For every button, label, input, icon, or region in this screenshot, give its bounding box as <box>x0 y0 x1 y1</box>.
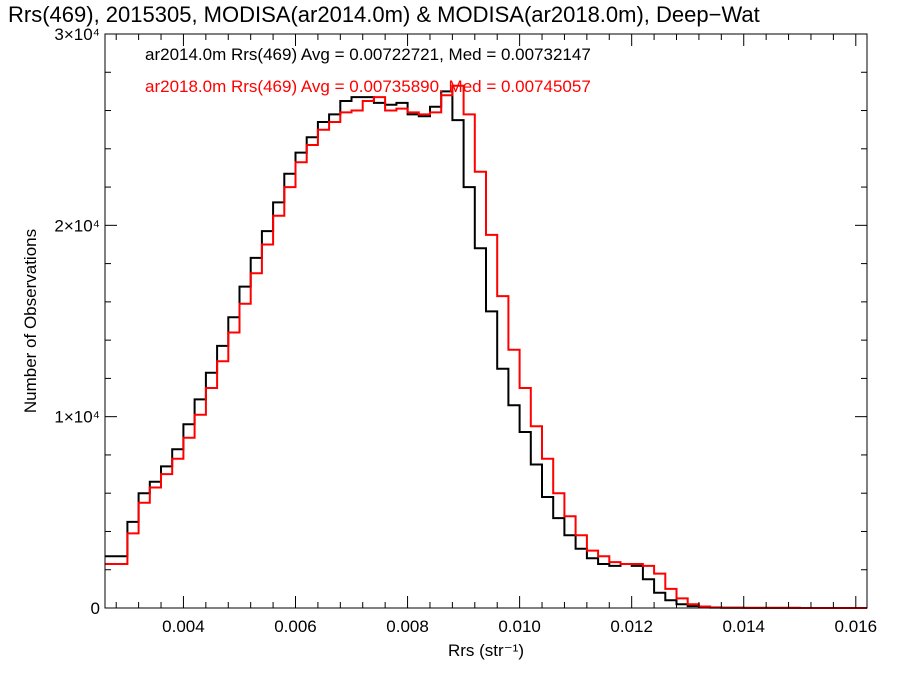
x-tick-label: 0.006 <box>274 617 317 636</box>
y-tick-label: 3×10⁴ <box>54 25 100 44</box>
x-axis-label: Rrs (str⁻¹) <box>448 641 524 660</box>
series-line-1 <box>105 90 867 609</box>
x-tick-label: 0.016 <box>835 617 878 636</box>
y-axis-label: Number of Observations <box>21 229 40 413</box>
legend-entry-1: ar2014.0m Rrs(469) Avg = 0.00722721, Med… <box>145 45 591 64</box>
x-tick-label: 0.012 <box>610 617 653 636</box>
y-tick-label: 1×10⁴ <box>54 408 100 427</box>
tick-labels-layer: 0.004 0.006 0.008 0.010 0.012 0.014 0.016 0 1×10… <box>54 25 877 636</box>
chart-title: Rrs(469), 2015305, MODISA(ar2014.0m) & M… <box>8 2 760 27</box>
plot-frame <box>104 33 868 609</box>
x-tick-label: 0.014 <box>722 617 765 636</box>
x-tick-label: 0.010 <box>498 617 541 636</box>
x-tick-label: 0.008 <box>386 617 429 636</box>
x-tick-label: 0.004 <box>162 617 205 636</box>
series-layer <box>105 84 867 609</box>
legend-entry-2: ar2018.0m Rrs(469) Avg = 0.00735890, Med… <box>145 77 591 96</box>
ticks-layer <box>105 33 867 609</box>
y-tick-label: 2×10⁴ <box>54 216 100 235</box>
series-line-2 <box>105 84 867 609</box>
y-tick-label: 0 <box>91 599 100 618</box>
